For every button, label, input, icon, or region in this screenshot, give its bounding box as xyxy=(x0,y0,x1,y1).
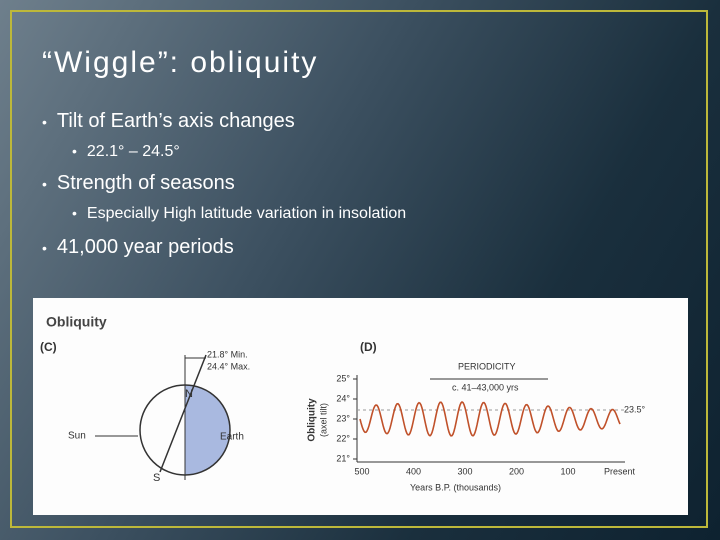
y-tick-label: 25° xyxy=(336,373,350,383)
y-axis-label: (axel tilt) xyxy=(318,403,328,437)
min-label: 21.8° Min. xyxy=(207,349,248,359)
x-tick-label: 400 xyxy=(406,466,421,476)
bullet: • 41,000 year periods xyxy=(42,236,234,258)
max-label: 24.4° Max. xyxy=(207,361,250,371)
x-tick-label: 100 xyxy=(560,466,575,476)
sun-label: Sun xyxy=(68,431,86,442)
periodicity-label: PERIODICITY xyxy=(458,361,516,371)
bullet-text: Strength of seasons xyxy=(56,172,235,194)
mean-label: 23.5° xyxy=(624,404,646,414)
figure-bg xyxy=(33,298,688,515)
slide-title: “Wiggle”: obliquity xyxy=(42,46,319,79)
sub-bullet: • 22.1° – 24.5° xyxy=(72,143,180,160)
obliquity-curve xyxy=(359,401,621,437)
panel-label: (C) xyxy=(40,340,57,354)
y-axis-label: Obliquity xyxy=(307,398,318,442)
y-tick-label: 21° xyxy=(336,453,350,463)
bullet: • Strength of seasons xyxy=(42,172,235,194)
x-tick-label: Present xyxy=(604,466,636,476)
frame xyxy=(10,10,708,528)
sub-bullet-text: Especially High latitude variation in in… xyxy=(86,205,407,222)
north-label: N xyxy=(185,388,193,400)
x-tick-label: 300 xyxy=(457,466,472,476)
bullet-text: 41,000 year periods xyxy=(56,236,234,258)
y-tick-label: 24° xyxy=(336,393,350,403)
bullet: • Tilt of Earth’s axis changes xyxy=(42,110,295,132)
y-tick-label: 22° xyxy=(336,433,350,443)
figure-heading: Obliquity xyxy=(46,314,107,330)
period-label: c. 41–43,000 yrs xyxy=(452,382,519,392)
sub-bullet-text: 22.1° – 24.5° xyxy=(86,143,180,160)
axis-line xyxy=(159,354,207,473)
sub-bullet: • Especially High latitude variation in i… xyxy=(72,205,407,222)
x-tick-label: 200 xyxy=(509,466,524,476)
x-axis-title: Years B.P. (thousands) xyxy=(410,482,501,492)
south-label: S xyxy=(153,472,160,484)
bullet-text: Tilt of Earth’s axis changes xyxy=(56,110,295,132)
x-tick-label: 500 xyxy=(354,466,369,476)
earth-label: Earth xyxy=(220,432,244,443)
earth-shade xyxy=(185,385,230,475)
panel-label: (D) xyxy=(360,340,377,354)
y-tick-label: 23° xyxy=(336,413,350,423)
